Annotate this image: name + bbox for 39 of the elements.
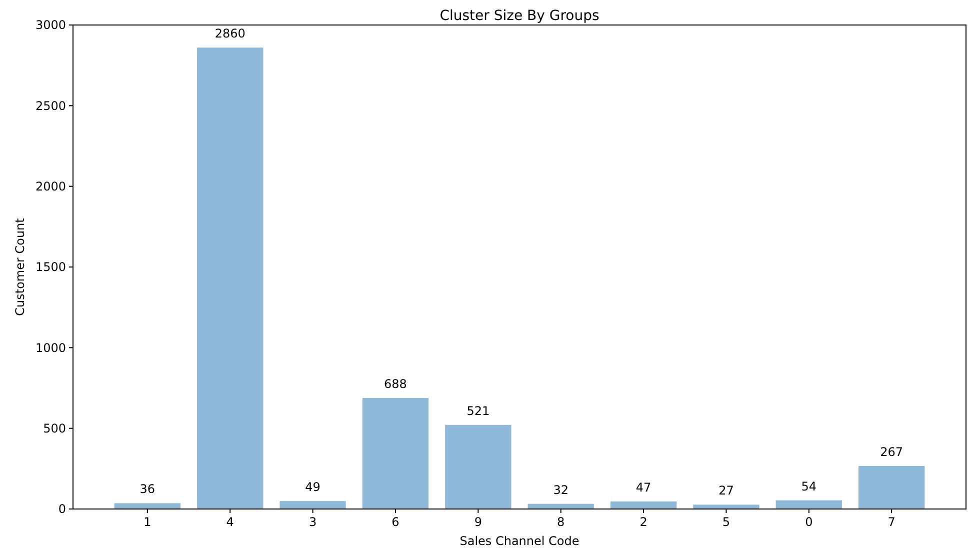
x-tick-label: 4	[226, 515, 234, 529]
data-label: 36	[140, 482, 156, 496]
data-label: 521	[466, 404, 490, 418]
x-tick-label: 5	[722, 515, 730, 529]
x-tick-label: 6	[392, 515, 400, 529]
bar	[114, 503, 180, 509]
data-label: 54	[801, 479, 817, 494]
x-tick-label: 9	[474, 515, 482, 529]
x-tick-label: 8	[557, 515, 565, 529]
bar	[362, 398, 429, 509]
bar	[776, 500, 842, 509]
data-label: 32	[553, 482, 568, 497]
x-tick-label: 0	[805, 515, 813, 529]
bar	[197, 48, 264, 509]
chart-title: Cluster Size By Groups	[440, 8, 600, 24]
x-tick-label: 1	[144, 515, 152, 529]
y-tick-label: 500	[43, 422, 66, 436]
x-tick-label: 2	[640, 515, 648, 529]
y-tick-label: 3000	[35, 18, 66, 32]
x-tick-label: 3	[308, 515, 317, 529]
y-tick-label: 0	[58, 502, 66, 516]
data-label: 27	[718, 484, 734, 498]
y-axis-title: Customer Count	[13, 218, 27, 316]
y-tick-label: 1500	[35, 260, 66, 274]
x-tick-label: 7	[888, 515, 896, 529]
y-tick-label: 1000	[35, 340, 66, 355]
data-label: 688	[384, 377, 407, 392]
bar	[445, 424, 512, 509]
x-axis-title: Sales Channel Code	[460, 534, 580, 548]
data-label: 47	[636, 480, 652, 494]
data-label: 267	[880, 444, 904, 459]
y-tick-label: 2500	[35, 98, 66, 113]
bar	[693, 504, 760, 509]
bar	[280, 501, 346, 509]
y-tick-label: 2000	[35, 180, 66, 194]
bar	[610, 501, 677, 509]
data-label: 2860	[214, 26, 246, 41]
bar	[858, 466, 925, 509]
data-label: 49	[305, 480, 320, 494]
